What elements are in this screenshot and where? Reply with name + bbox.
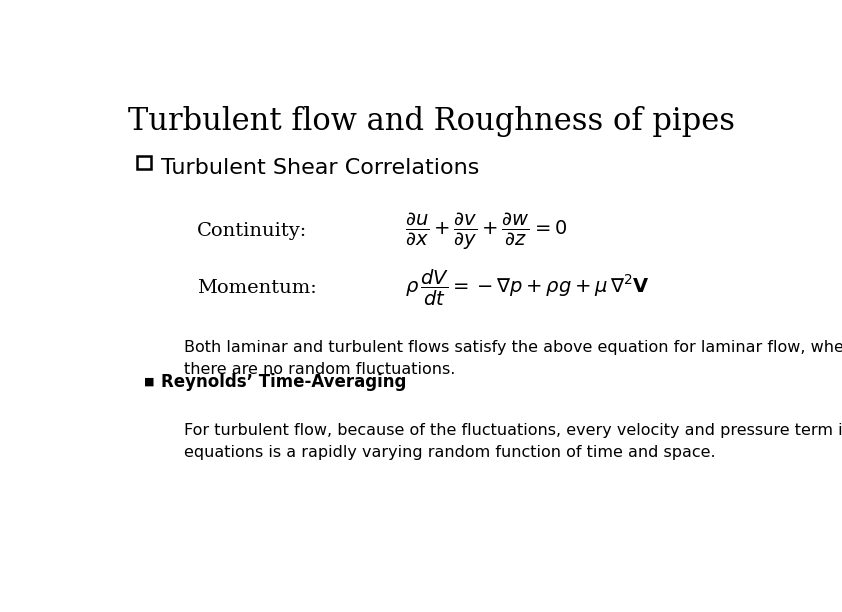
Text: ■: ■ (145, 377, 155, 387)
Text: Reynolds’ Time-Averaging: Reynolds’ Time-Averaging (161, 373, 406, 391)
Text: Turbulent Shear Correlations: Turbulent Shear Correlations (161, 159, 479, 178)
FancyBboxPatch shape (136, 156, 151, 169)
Text: For turbulent flow, because of the fluctuations, every velocity and pressure ter: For turbulent flow, because of the fluct… (184, 423, 842, 460)
Text: $\rho \, \dfrac{dV}{dt} = -\nabla p + \rho g + \mu \, \nabla^2 \mathbf{V}$: $\rho \, \dfrac{dV}{dt} = -\nabla p + \r… (406, 268, 650, 308)
Text: $\dfrac{\partial u}{\partial x} + \dfrac{\partial v}{\partial y} + \dfrac{\parti: $\dfrac{\partial u}{\partial x} + \dfrac… (406, 211, 568, 252)
Text: Both laminar and turbulent flows satisfy the above equation for laminar flow, wh: Both laminar and turbulent flows satisfy… (184, 340, 842, 377)
Text: Continuity:: Continuity: (197, 222, 306, 241)
Text: Turbulent flow and Roughness of pipes: Turbulent flow and Roughness of pipes (128, 106, 735, 138)
Text: Momentum:: Momentum: (197, 279, 317, 297)
